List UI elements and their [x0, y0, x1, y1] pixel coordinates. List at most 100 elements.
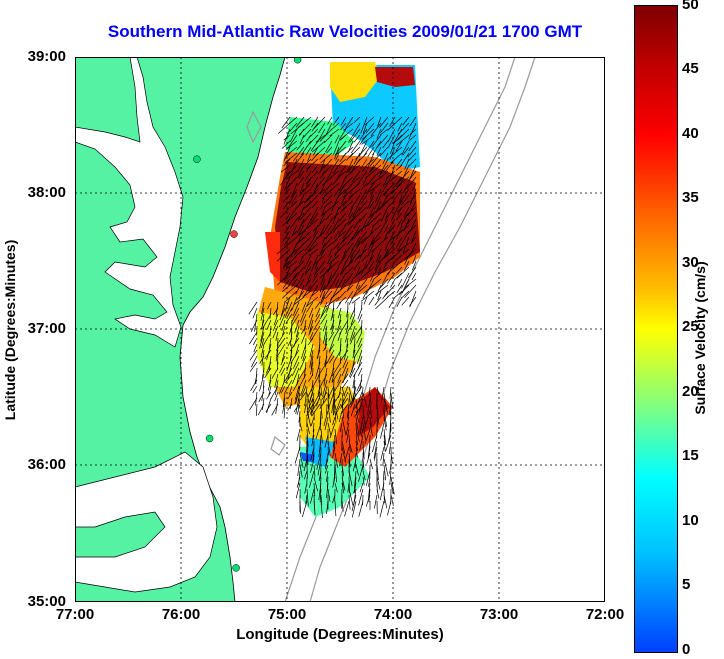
- velocity-arrow: [373, 212, 382, 220]
- velocity-arrow: [355, 398, 358, 409]
- velocity-arrow: [366, 452, 371, 464]
- velocity-arrow: [295, 325, 300, 338]
- velocity-arrow: [352, 200, 361, 218]
- velocity-arrow: [295, 248, 305, 256]
- velocity-arrow: [274, 379, 279, 396]
- velocity-arrow: [268, 337, 272, 350]
- velocity-arrow: [362, 422, 367, 441]
- velocity-arrow: [311, 290, 319, 297]
- velocity-arrow: [319, 307, 328, 320]
- velocity-arrow: [318, 470, 322, 482]
- velocity-arrow: [266, 397, 272, 414]
- velocity-arrow: [305, 170, 319, 185]
- velocity-arrow: [328, 254, 340, 265]
- velocity-arrow: [311, 152, 319, 162]
- velocity-arrow: [276, 355, 279, 365]
- velocity-arrow: [296, 476, 301, 488]
- velocity-arrow: [380, 422, 385, 439]
- velocity-arrow: [344, 446, 350, 462]
- velocity-arrow: [341, 416, 347, 435]
- velocity-arrow: [315, 361, 321, 379]
- velocity-arrow: [305, 403, 314, 417]
- velocity-arrow: [383, 428, 387, 446]
- velocity-arrow: [347, 206, 354, 217]
- velocity-arrow: [355, 266, 361, 277]
- velocity-arrow: [266, 301, 272, 310]
- velocity-arrow: [306, 301, 314, 313]
- velocity-arrow: [357, 337, 363, 348]
- velocity-arrow: [372, 140, 382, 156]
- velocity-arrow: [341, 404, 345, 419]
- velocity-arrow: [276, 331, 286, 345]
- velocity-arrow: [300, 313, 307, 327]
- velocity-arrow: [364, 428, 371, 444]
- velocity-arrow: [310, 488, 315, 504]
- velocity-arrow: [302, 290, 312, 298]
- velocity-arrow: [259, 373, 265, 392]
- velocity-arrow: [280, 164, 291, 173]
- velocity-arrow: [384, 254, 396, 265]
- velocity-arrow: [346, 278, 354, 292]
- velocity-arrow: [309, 331, 314, 340]
- velocity-arrow: [291, 296, 298, 312]
- velocity-arrow: [319, 212, 326, 224]
- velocity-arrow: [288, 188, 298, 204]
- velocity-arrow: [328, 343, 335, 353]
- x-tick-label: 74:00: [373, 606, 413, 623]
- velocity-arrow: [327, 386, 330, 399]
- velocity-arrow: [301, 140, 312, 156]
- y-tick-label: 36:00: [27, 456, 66, 473]
- velocity-arrow: [364, 254, 375, 269]
- velocity-arrow: [366, 398, 371, 416]
- velocity-arrow: [382, 452, 385, 466]
- velocity-arrow: [376, 128, 382, 139]
- bay-water: [75, 57, 184, 348]
- velocity-arrow: [384, 284, 396, 297]
- velocity-arrow: [306, 428, 309, 447]
- velocity-arrow: [268, 355, 272, 371]
- velocity-arrow: [325, 260, 340, 272]
- velocity-arrow: [325, 296, 340, 308]
- velocity-arrow: [289, 218, 298, 230]
- velocity-arrow: [327, 404, 331, 423]
- velocity-arrow: [365, 470, 371, 486]
- velocity-arrow: [310, 361, 314, 375]
- velocity-arrow: [353, 134, 361, 143]
- velocity-arrow: [344, 290, 354, 304]
- velocity-arrow: [282, 200, 291, 210]
- velocity-arrow: [358, 398, 364, 413]
- velocity-arrow: [339, 422, 343, 432]
- velocity-arrow: [348, 392, 351, 404]
- velocity-arrow: [390, 152, 403, 164]
- velocity-arrow: [371, 134, 382, 148]
- velocity-arrow: [370, 224, 375, 235]
- velocity-arrow: [368, 386, 371, 396]
- velocity-arrow: [311, 379, 314, 392]
- velocity-arrow: [370, 272, 375, 282]
- velocity-arrow: [321, 182, 333, 196]
- velocity-arrow: [382, 194, 396, 206]
- velocity-arrow: [337, 373, 342, 384]
- velocity-arrow: [361, 386, 364, 402]
- velocity-arrow: [349, 325, 356, 342]
- velocity-arrow: [312, 452, 315, 462]
- velocity-arrow: [314, 176, 326, 191]
- velocity-arrow: [282, 391, 286, 407]
- velocity-arrow: [299, 307, 307, 323]
- velocity-arrow: [319, 488, 322, 502]
- velocity-arrow: [351, 170, 361, 183]
- velocity-arrow: [259, 331, 265, 349]
- velocity-arrow: [305, 278, 312, 287]
- velocity-arrow: [297, 206, 305, 222]
- station-marker: [193, 155, 201, 163]
- velocity-arrow: [320, 428, 323, 444]
- velocity-arrow: [308, 307, 314, 318]
- velocity-arrow: [375, 296, 389, 310]
- velocity-arrow: [351, 494, 357, 512]
- velocity-arrow: [348, 470, 353, 487]
- velocity-arrow: [297, 158, 305, 173]
- velocity-arrow: [298, 194, 305, 206]
- velocity-arrow: [343, 122, 354, 131]
- velocity-arrow: [365, 278, 375, 295]
- velocity-arrow: [358, 212, 368, 223]
